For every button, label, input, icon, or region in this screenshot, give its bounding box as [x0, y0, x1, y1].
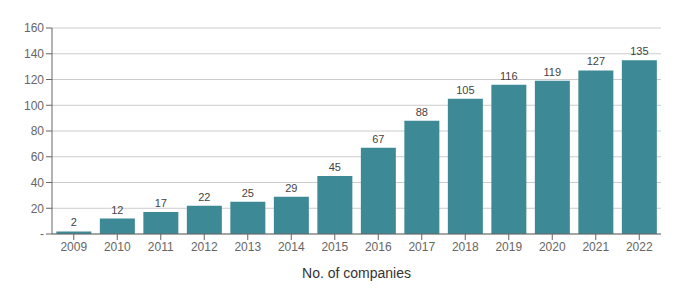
svg-text:127: 127 — [587, 55, 605, 67]
svg-text:2018: 2018 — [452, 240, 479, 254]
svg-text:-: - — [40, 227, 44, 241]
svg-text:2014: 2014 — [278, 240, 305, 254]
svg-text:25: 25 — [242, 187, 254, 199]
svg-text:2010: 2010 — [104, 240, 131, 254]
svg-text:2012: 2012 — [191, 240, 218, 254]
svg-text:40: 40 — [31, 176, 45, 190]
svg-text:2021: 2021 — [582, 240, 609, 254]
svg-text:160: 160 — [24, 21, 44, 35]
svg-text:2022: 2022 — [626, 240, 653, 254]
svg-text:2016: 2016 — [365, 240, 392, 254]
svg-text:45: 45 — [329, 161, 341, 173]
svg-text:100: 100 — [24, 99, 44, 113]
svg-text:2011: 2011 — [148, 240, 174, 254]
svg-text:2020: 2020 — [539, 240, 566, 254]
svg-text:29: 29 — [285, 182, 297, 194]
svg-text:2017: 2017 — [408, 240, 435, 254]
svg-text:119: 119 — [544, 66, 562, 78]
svg-text:22: 22 — [198, 191, 210, 203]
svg-text:2013: 2013 — [234, 240, 261, 254]
svg-text:2009: 2009 — [60, 240, 87, 254]
svg-text:140: 140 — [24, 47, 44, 61]
svg-text:2019: 2019 — [495, 240, 522, 254]
svg-text:105: 105 — [456, 84, 474, 96]
svg-text:80: 80 — [31, 124, 45, 138]
svg-text:2: 2 — [71, 216, 77, 228]
svg-text:67: 67 — [372, 133, 384, 145]
svg-text:12: 12 — [111, 204, 123, 216]
svg-text:2015: 2015 — [321, 240, 348, 254]
svg-text:116: 116 — [500, 70, 518, 82]
svg-text:135: 135 — [630, 45, 648, 57]
svg-text:20: 20 — [31, 202, 45, 216]
svg-text:17: 17 — [155, 197, 167, 209]
svg-text:No. of companies: No. of companies — [302, 265, 411, 281]
svg-text:88: 88 — [416, 106, 428, 118]
svg-text:120: 120 — [24, 73, 44, 87]
svg-text:60: 60 — [31, 150, 45, 164]
